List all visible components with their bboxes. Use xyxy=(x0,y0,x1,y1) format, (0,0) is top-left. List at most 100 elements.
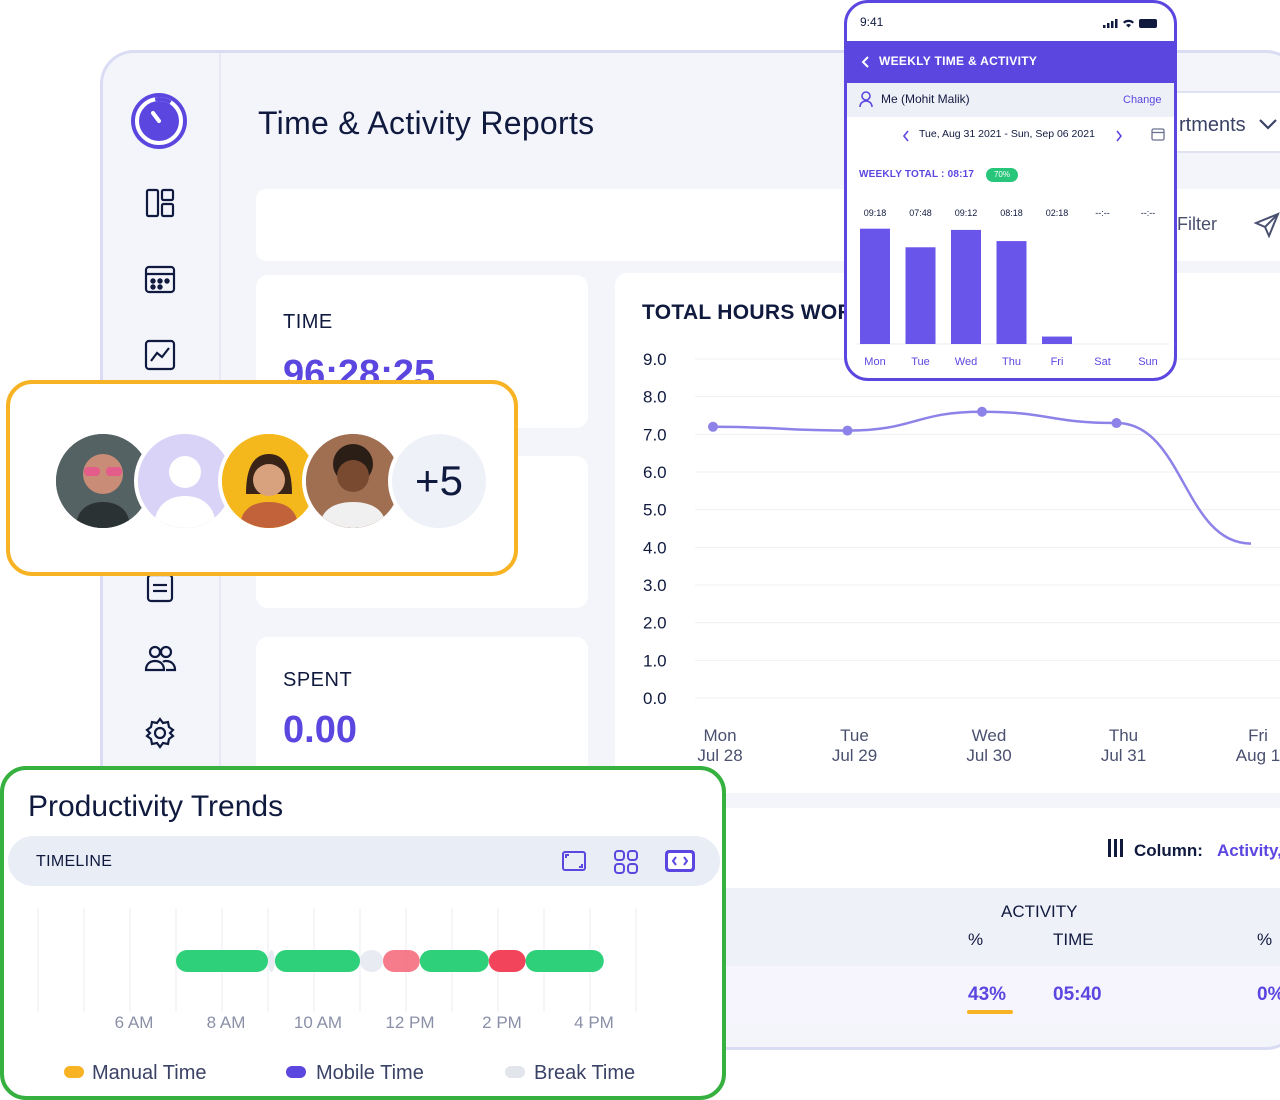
phone-weekly-view: 9:41 WEEKLY TIME & ACTIVITY Me (Mohit Ma… xyxy=(844,0,1177,381)
x-tick-label: Jul 28 xyxy=(697,746,742,765)
prev-week-icon[interactable] xyxy=(902,129,910,147)
screenshot-view-icon[interactable] xyxy=(560,848,588,879)
status-icons xyxy=(1103,16,1159,34)
phone-header: WEEKLY TIME & ACTIVITY xyxy=(847,41,1174,83)
columns-icon[interactable] xyxy=(1107,838,1125,863)
timeline-tick-label: 12 PM xyxy=(385,1013,434,1032)
y-tick-label: 1.0 xyxy=(643,651,667,670)
column-selector[interactable]: Activity, xyxy=(1217,841,1280,860)
x-tick-label: Aug 1 xyxy=(1236,746,1280,765)
x-tick-label: Wed xyxy=(972,726,1007,745)
avatar[interactable] xyxy=(52,430,154,532)
y-tick-label: 0.0 xyxy=(643,689,667,708)
bar xyxy=(996,241,1027,344)
chevron-down-icon[interactable] xyxy=(1258,117,1278,136)
y-tick-label: 4.0 xyxy=(643,538,667,557)
bar-value-label: 08:18 xyxy=(1000,208,1023,218)
bar-category-label: Mon xyxy=(864,356,885,368)
legend-break: Break Time xyxy=(534,1062,636,1084)
avatar[interactable] xyxy=(134,430,236,532)
productivity-title: Productivity Trends xyxy=(28,790,284,823)
timeline-segment xyxy=(268,950,275,972)
spent-value: 0.00 xyxy=(283,709,357,751)
chart-icon[interactable] xyxy=(143,338,177,372)
column-label: Column: xyxy=(1134,841,1203,860)
chart-title: TOTAL HOURS WORK xyxy=(642,301,869,324)
departments-label: rtments xyxy=(1179,114,1246,136)
group-header: ACTIVITY xyxy=(1001,902,1078,921)
x-tick-label: Jul 29 xyxy=(832,746,877,765)
bar-value-label: --:-- xyxy=(1141,208,1156,218)
cell-activity-percent: 43% xyxy=(968,984,1007,1005)
y-tick-label: 6.0 xyxy=(643,463,667,482)
data-point xyxy=(842,425,853,436)
timer-logo-icon[interactable] xyxy=(131,93,187,149)
table-header-row: ACTIVITY % TIME % xyxy=(723,888,1280,966)
bar-value-label: 09:12 xyxy=(955,208,978,218)
x-tick-label: Jul 30 xyxy=(966,746,1011,765)
calendar-icon[interactable] xyxy=(143,262,177,296)
series-line xyxy=(712,410,1252,545)
bar-category-label: Fri xyxy=(1051,356,1064,368)
timeline-segment xyxy=(383,950,420,972)
dashboard-icon[interactable] xyxy=(143,186,177,220)
table-row[interactable]: 43% 05:40 0% xyxy=(723,966,1280,1024)
productivity-trends-card: Productivity Trends TIMELINE 6 AM 8 AM 10 … xyxy=(0,766,726,1100)
team-avatars-card: +5 xyxy=(6,380,518,576)
cell-time: 05:40 xyxy=(1053,984,1102,1005)
bar-value-label: 07:48 xyxy=(909,208,932,218)
report-icon[interactable] xyxy=(143,571,177,605)
send-icon[interactable] xyxy=(1253,211,1280,244)
timeline-segment xyxy=(360,950,383,972)
bar xyxy=(1042,336,1072,344)
filter-button[interactable]: Filter xyxy=(1177,214,1217,234)
productivity-timeline-chart: 6 AM 8 AM 10 AM 12 PM 2 PM 4 PM xyxy=(37,908,637,1032)
bar xyxy=(951,229,981,344)
header-percent-2: % xyxy=(1257,930,1273,949)
avatar[interactable] xyxy=(302,430,404,532)
user-icon xyxy=(859,91,873,113)
legend-swatch-manual xyxy=(64,1066,84,1078)
bar-value-label: --:-- xyxy=(1095,208,1110,218)
timeline-segment xyxy=(488,950,526,972)
percent-badge: 70% xyxy=(986,168,1018,182)
activity-underline xyxy=(967,1010,1013,1014)
timeline-segment xyxy=(176,950,268,972)
timeline-tick-label: 8 AM xyxy=(207,1013,246,1032)
settings-icon[interactable] xyxy=(143,716,177,750)
user-row: Me (Mohit Malik) Change xyxy=(847,83,1174,117)
change-link[interactable]: Change xyxy=(1123,94,1162,106)
phone-header-title: WEEKLY TIME & ACTIVITY xyxy=(879,54,1038,68)
data-point xyxy=(977,406,987,417)
timeline-view-icon[interactable] xyxy=(664,848,696,879)
bar-value-label: 02:18 xyxy=(1046,208,1069,218)
bar-category-label: Wed xyxy=(955,356,977,368)
x-tick-label: Mon xyxy=(703,726,736,745)
y-tick-label: 5.0 xyxy=(643,501,667,520)
calendar-picker-icon[interactable] xyxy=(1151,127,1165,146)
weekly-bar-chart: 09:18 Mon 07:48 Tue 09:12 Wed 08:18 Thu 02:18 Fri… xyxy=(857,208,1169,368)
grid-view-icon[interactable] xyxy=(612,848,640,881)
bar-value-label: 09:18 xyxy=(864,208,887,218)
timeline-tick-label: 6 AM xyxy=(115,1013,154,1032)
more-avatars-badge[interactable]: +5 xyxy=(388,430,490,532)
x-tick-label: Thu xyxy=(1109,726,1138,745)
back-icon[interactable] xyxy=(860,55,870,74)
spent-card: SPENT 0.00 xyxy=(256,637,588,787)
legend-swatch-mobile xyxy=(286,1066,306,1078)
bar-category-label: Thu xyxy=(1002,356,1021,368)
legend-mobile: Mobile Time xyxy=(316,1062,424,1084)
data-point xyxy=(708,421,718,432)
timeline-segment xyxy=(419,950,489,972)
legend-swatch-break xyxy=(505,1066,525,1078)
x-tick-label: Tue xyxy=(840,726,869,745)
x-tick-label: Jul 31 xyxy=(1101,746,1146,765)
next-week-icon[interactable] xyxy=(1115,129,1123,147)
weekly-total: WEEKLY TOTAL : 08:17 xyxy=(859,169,975,180)
activity-table: Column: Activity, ACTIVITY % TIME % 43% … xyxy=(723,808,1280,1024)
timeline-segment xyxy=(274,950,360,972)
y-tick-label: 3.0 xyxy=(643,576,667,595)
timeline-header: TIMELINE xyxy=(8,836,720,886)
team-icon[interactable] xyxy=(143,641,177,675)
